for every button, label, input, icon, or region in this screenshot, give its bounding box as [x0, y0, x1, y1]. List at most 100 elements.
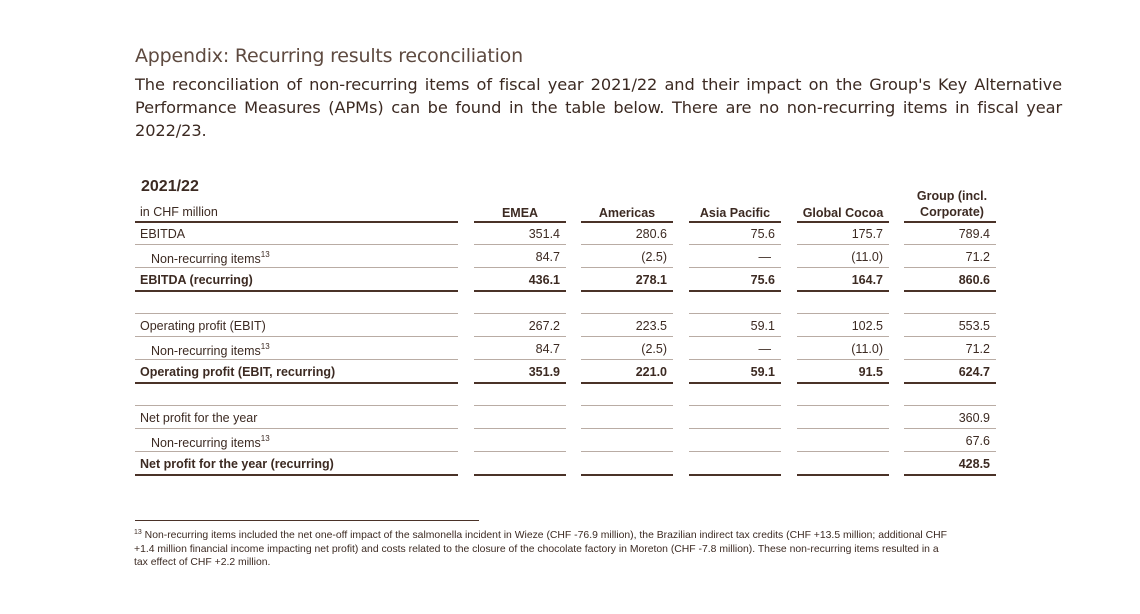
column-header: EMEA: [501, 206, 539, 220]
table-rule: [797, 336, 889, 337]
table-rule: [904, 267, 996, 268]
table-rule: [135, 405, 458, 406]
table-rule: [689, 428, 781, 429]
row-label-text: Operating profit (EBIT): [140, 319, 266, 333]
table-cell: 59.1: [750, 365, 775, 379]
footnote-reference: 13: [260, 342, 270, 351]
table-cell: 789.4: [958, 227, 990, 241]
row-label-text: Net profit for the year: [140, 411, 258, 425]
page-heading: Appendix: Recurring results reconciliati…: [135, 45, 523, 67]
table-rule: [135, 474, 458, 476]
table-cell: 71.2: [965, 250, 990, 264]
table-rule: [689, 290, 781, 292]
table-rule: [581, 405, 673, 406]
table-unit-label: in CHF million: [140, 205, 218, 219]
table-rule: [689, 244, 781, 245]
table-year: 2021/22: [141, 178, 199, 195]
table-rule: [797, 474, 889, 476]
table-rule: [797, 451, 889, 452]
table-cell: 436.1: [528, 273, 560, 287]
table-rule: [581, 428, 673, 429]
column-header: Asia Pacific: [699, 206, 771, 220]
table-cell: (11.0): [851, 250, 883, 264]
column-header: Group (incl. Corporate): [916, 189, 988, 219]
table-cell: 553.5: [958, 319, 990, 333]
row-label: Operating profit (EBIT): [140, 319, 266, 333]
table-rule: [474, 290, 566, 292]
row-label: Net profit for the year: [140, 411, 257, 425]
table-rule: [581, 359, 673, 360]
table-rule: [581, 313, 673, 314]
table-rule: [797, 290, 889, 292]
row-label-text: EBITDA (recurring): [140, 273, 253, 287]
table-rule: [581, 451, 673, 452]
table-rule: [474, 267, 566, 268]
row-label: EBITDA: [140, 227, 185, 241]
table-cell: 84.7: [535, 342, 560, 356]
row-label-text: EBITDA: [140, 227, 186, 241]
table-rule: [689, 336, 781, 337]
table-cell: 221.0: [635, 365, 667, 379]
footnote-reference: 13: [260, 250, 270, 259]
row-label: Non-recurring items13: [151, 250, 270, 266]
table-rule: [474, 313, 566, 314]
table-cell: 75.6: [750, 227, 775, 241]
table-rule: [904, 359, 996, 360]
table-cell: 75.6: [750, 273, 775, 287]
footnote: 13 Non-recurring items included the net …: [134, 526, 954, 570]
row-label-text: Non-recurring items: [151, 436, 261, 450]
table-rule: [581, 382, 673, 384]
table-cell: 84.7: [535, 250, 560, 264]
table-rule: [904, 336, 996, 337]
footnote-divider: [135, 520, 479, 521]
table-cell: 280.6: [635, 227, 667, 241]
table-rule: [797, 313, 889, 314]
table-rule: [581, 221, 673, 223]
table-cell: —: [758, 342, 772, 356]
table-rule: [581, 336, 673, 337]
table-cell: 267.2: [528, 319, 560, 333]
table-rule: [904, 451, 996, 452]
footnote-marker: 13: [134, 529, 142, 536]
table-cell: 624.7: [958, 365, 990, 379]
row-label-text: Non-recurring items: [151, 344, 261, 358]
table-cell: 223.5: [635, 319, 667, 333]
table-rule: [904, 244, 996, 245]
table-cell: 59.1: [750, 319, 775, 333]
table-cell: 164.7: [851, 273, 883, 287]
table-rule: [904, 474, 996, 476]
table-rule: [797, 405, 889, 406]
table-rule: [904, 313, 996, 314]
table-cell: 102.5: [851, 319, 883, 333]
table-rule: [135, 359, 458, 360]
table-cell: 351.4: [528, 227, 560, 241]
table-rule: [904, 405, 996, 406]
table-cell: —: [758, 250, 772, 264]
table-rule: [581, 474, 673, 476]
table-cell: 860.6: [958, 273, 990, 287]
column-header: Americas: [598, 206, 656, 220]
table-rule: [581, 244, 673, 245]
row-label: Operating profit (EBIT, recurring): [140, 365, 335, 379]
table-rule: [904, 428, 996, 429]
table-rule: [474, 451, 566, 452]
table-cell: (2.5): [641, 342, 667, 356]
table-rule: [135, 313, 458, 314]
intro-paragraph: The reconciliation of non-recurring item…: [135, 75, 1062, 140]
row-label-text: Operating profit (EBIT, recurring): [140, 365, 336, 379]
table-rule: [474, 428, 566, 429]
row-label: Non-recurring items13: [151, 434, 270, 450]
table-rule: [689, 313, 781, 314]
row-label-text: Non-recurring items: [151, 252, 261, 266]
table-cell: 428.5: [958, 457, 990, 471]
row-label: EBITDA (recurring): [140, 273, 253, 287]
table-rule: [689, 451, 781, 452]
row-label: Non-recurring items13: [151, 342, 270, 358]
row-label-text: Net profit for the year (recurring): [140, 457, 334, 471]
table-cell: (2.5): [641, 250, 667, 264]
table-cell: 278.1: [635, 273, 667, 287]
table-rule: [797, 428, 889, 429]
table-rule: [474, 359, 566, 360]
table-cell: (11.0): [851, 342, 883, 356]
table-cell: 351.9: [528, 365, 560, 379]
